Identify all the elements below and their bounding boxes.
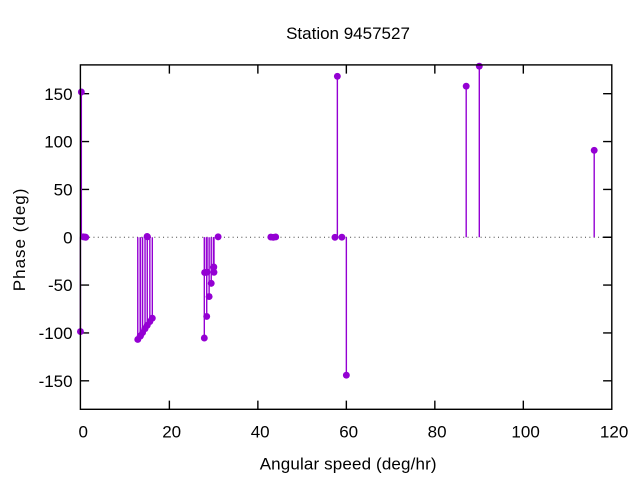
svg-text:60: 60: [339, 423, 358, 442]
svg-text:150: 150: [44, 85, 72, 104]
svg-text:0: 0: [63, 228, 72, 247]
svg-text:-150: -150: [39, 372, 73, 391]
svg-text:0: 0: [78, 423, 87, 442]
svg-text:40: 40: [251, 423, 270, 442]
svg-text:20: 20: [162, 423, 181, 442]
svg-text:Phase (deg): Phase (deg): [10, 188, 29, 292]
svg-text:100: 100: [44, 133, 72, 152]
svg-text:-50: -50: [48, 276, 73, 295]
svg-text:-100: -100: [39, 324, 73, 343]
svg-text:100: 100: [511, 423, 539, 442]
svg-text:Station 9457527: Station 9457527: [286, 24, 410, 43]
svg-text:120: 120: [600, 423, 628, 442]
svg-text:50: 50: [54, 181, 73, 200]
svg-text:Angular speed (deg/hr): Angular speed (deg/hr): [260, 455, 437, 474]
svg-text:80: 80: [428, 423, 447, 442]
